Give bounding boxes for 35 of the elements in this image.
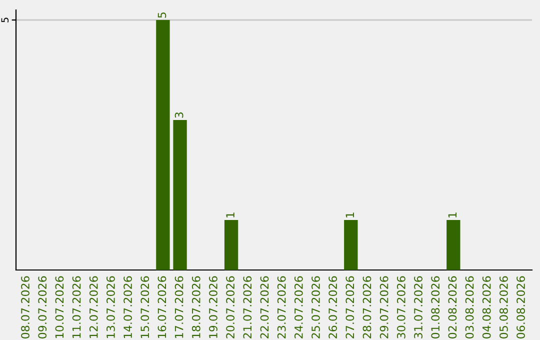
x-tick-label: 11.07.2026 xyxy=(72,276,81,338)
x-tick-label: 16.07.2026 xyxy=(158,276,166,338)
x-tick-label: 09.07.2026 xyxy=(38,276,47,338)
x-tick-label: 23.07.2026 xyxy=(277,276,286,338)
data-label: 1 xyxy=(346,212,354,218)
x-tick-label: 25.07.2026 xyxy=(312,276,320,338)
x-tick-label: 06.08.2026 xyxy=(516,276,525,338)
x-tick-label: 30.07.2026 xyxy=(396,276,406,338)
data-label: 1 xyxy=(448,212,456,218)
x-tick-label: 22.07.2026 xyxy=(260,276,269,338)
x-tick-label: 15.07.2026 xyxy=(140,276,150,338)
x-tick-label: 28.07.2026 xyxy=(362,276,372,338)
x-tick-label: 20.07.2026 xyxy=(226,276,235,338)
x-tick-label: 14.07.2026 xyxy=(124,276,132,338)
x-tick-label: 08.07.2026 xyxy=(21,276,30,338)
x-tick-label: 29.07.2026 xyxy=(380,276,388,338)
x-tick-label: 27.07.2026 xyxy=(346,276,354,338)
x-tick-label: 04.08.2026 xyxy=(482,276,491,338)
x-tick-label: 01.08.2026 xyxy=(431,276,440,338)
x-tick-label: 03.08.2026 xyxy=(465,276,474,338)
data-label: 5 xyxy=(158,12,166,18)
data-label: 1 xyxy=(226,212,234,218)
x-tick-label: 12.07.2026 xyxy=(89,276,98,338)
x-tick-label: 19.07.2026 xyxy=(209,276,218,338)
x-tick-label: 31.07.2026 xyxy=(414,276,422,338)
x-tick-label: 18.07.2026 xyxy=(192,276,200,338)
x-tick-label: 24.07.2026 xyxy=(294,276,303,338)
data-label: 3 xyxy=(174,112,184,118)
x-tick-label: 05.08.2026 xyxy=(499,276,508,338)
x-tick-label: 21.07.2026 xyxy=(243,276,252,338)
x-tick-label: 13.07.2026 xyxy=(106,276,115,338)
x-tick-label: 02.08.2026 xyxy=(448,276,457,338)
x-tick-label: 17.07.2026 xyxy=(174,276,184,338)
x-tick-label: 10.07.2026 xyxy=(55,276,64,338)
x-tick-label: 26.07.2026 xyxy=(328,276,338,338)
